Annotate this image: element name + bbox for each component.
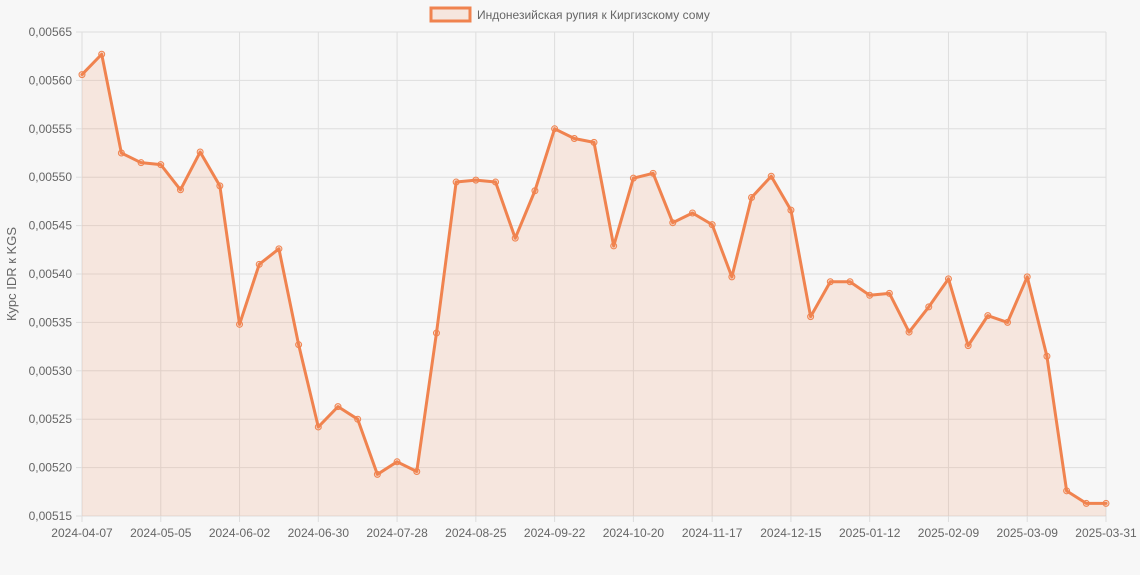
x-tick-label: 2024-04-07 bbox=[51, 526, 113, 540]
x-tick-label: 2025-03-31 bbox=[1075, 526, 1137, 540]
data-point bbox=[216, 182, 224, 190]
data-point bbox=[432, 329, 440, 337]
x-tick-label: 2024-06-02 bbox=[209, 526, 271, 540]
data-point bbox=[944, 275, 952, 283]
x-tick-label: 2024-06-30 bbox=[288, 526, 350, 540]
data-point bbox=[826, 278, 834, 286]
data-point bbox=[728, 273, 736, 281]
data-point bbox=[925, 303, 933, 311]
data-point bbox=[531, 187, 539, 195]
data-point bbox=[984, 312, 992, 320]
data-point bbox=[176, 186, 184, 194]
y-axis-ticks: 0,00515 0,00520 0,00525 0,00530 0,00535 0,005… bbox=[29, 25, 82, 523]
x-tick-label: 2024-10-20 bbox=[603, 526, 665, 540]
y-tick-label: 0,00545 bbox=[29, 219, 73, 233]
x-axis-ticks: 2024-04-07 2024-05-05 2024-06-02 2024-06-30… bbox=[51, 526, 1137, 540]
series-line-group bbox=[80, 52, 1108, 505]
x-tick-label: 2025-01-12 bbox=[839, 526, 901, 540]
y-tick-label: 0,00565 bbox=[29, 25, 73, 39]
data-point bbox=[255, 260, 263, 268]
data-point bbox=[590, 138, 598, 146]
data-point bbox=[98, 50, 106, 58]
y-tick-label: 0,00535 bbox=[29, 315, 73, 329]
y-tick-label: 0,00515 bbox=[29, 509, 73, 523]
data-point bbox=[196, 148, 204, 156]
data-point bbox=[708, 221, 716, 229]
x-tick-label: 2024-09-22 bbox=[524, 526, 586, 540]
data-point bbox=[1082, 499, 1090, 507]
data-point bbox=[1023, 273, 1031, 281]
data-point bbox=[964, 342, 972, 350]
x-tick-label: 2024-11-17 bbox=[682, 526, 743, 540]
data-point bbox=[1043, 352, 1051, 360]
y-tick-label: 0,00540 bbox=[29, 267, 73, 281]
series-area bbox=[82, 54, 1106, 516]
data-point bbox=[846, 278, 854, 286]
data-point bbox=[629, 174, 637, 182]
data-point bbox=[1063, 487, 1071, 495]
data-point bbox=[157, 161, 165, 169]
data-point bbox=[649, 169, 657, 177]
data-point bbox=[669, 219, 677, 227]
legend-label[interactable]: Индонезийская рупия к Киргизскому сому bbox=[477, 8, 710, 22]
data-point bbox=[275, 245, 283, 253]
data-point bbox=[334, 403, 342, 411]
grid bbox=[81, 31, 1107, 522]
data-point bbox=[117, 149, 125, 157]
data-point bbox=[393, 458, 401, 466]
legend[interactable]: Индонезийская рупия к Киргизскому сому bbox=[429, 6, 710, 23]
data-point bbox=[137, 159, 145, 167]
y-tick-label: 0,00560 bbox=[29, 73, 73, 87]
data-point bbox=[472, 176, 480, 184]
data-point bbox=[295, 341, 303, 349]
data-points bbox=[78, 50, 1110, 507]
data-point bbox=[885, 289, 893, 297]
data-point bbox=[748, 194, 756, 202]
data-point bbox=[314, 423, 322, 431]
y-tick-label: 0,00550 bbox=[29, 170, 73, 184]
data-point bbox=[767, 172, 775, 180]
y-tick-label: 0,00530 bbox=[29, 364, 73, 378]
x-tick-label: 2024-07-28 bbox=[366, 526, 428, 540]
data-point bbox=[688, 209, 696, 217]
data-point bbox=[354, 415, 362, 423]
data-point bbox=[511, 234, 519, 242]
data-point bbox=[373, 470, 381, 478]
data-point bbox=[78, 71, 86, 79]
legend-swatch[interactable] bbox=[429, 6, 472, 23]
data-point bbox=[236, 320, 244, 328]
data-point bbox=[1004, 318, 1012, 326]
data-point bbox=[787, 206, 795, 214]
y-tick-label: 0,00520 bbox=[29, 461, 73, 475]
data-point bbox=[807, 313, 815, 321]
x-tick-label: 2025-02-09 bbox=[918, 526, 980, 540]
series-area-fill bbox=[82, 54, 1106, 516]
y-tick-label: 0,00525 bbox=[29, 412, 73, 426]
data-point bbox=[866, 291, 874, 299]
y-tick-label: 0,00555 bbox=[29, 122, 73, 136]
data-point bbox=[492, 178, 500, 186]
data-point bbox=[570, 134, 578, 142]
data-point bbox=[905, 328, 913, 336]
data-point bbox=[413, 467, 421, 475]
y-axis-title: Курс IDR к KGS bbox=[4, 227, 19, 321]
x-tick-label: 2024-12-15 bbox=[760, 526, 822, 540]
x-tick-label: 2025-03-09 bbox=[997, 526, 1059, 540]
data-point bbox=[551, 125, 559, 133]
x-tick-label: 2024-05-05 bbox=[130, 526, 192, 540]
data-point bbox=[610, 242, 618, 250]
x-tick-label: 2024-08-25 bbox=[445, 526, 507, 540]
data-point bbox=[1102, 499, 1110, 507]
data-point bbox=[452, 178, 460, 186]
series-line bbox=[80, 52, 1108, 505]
